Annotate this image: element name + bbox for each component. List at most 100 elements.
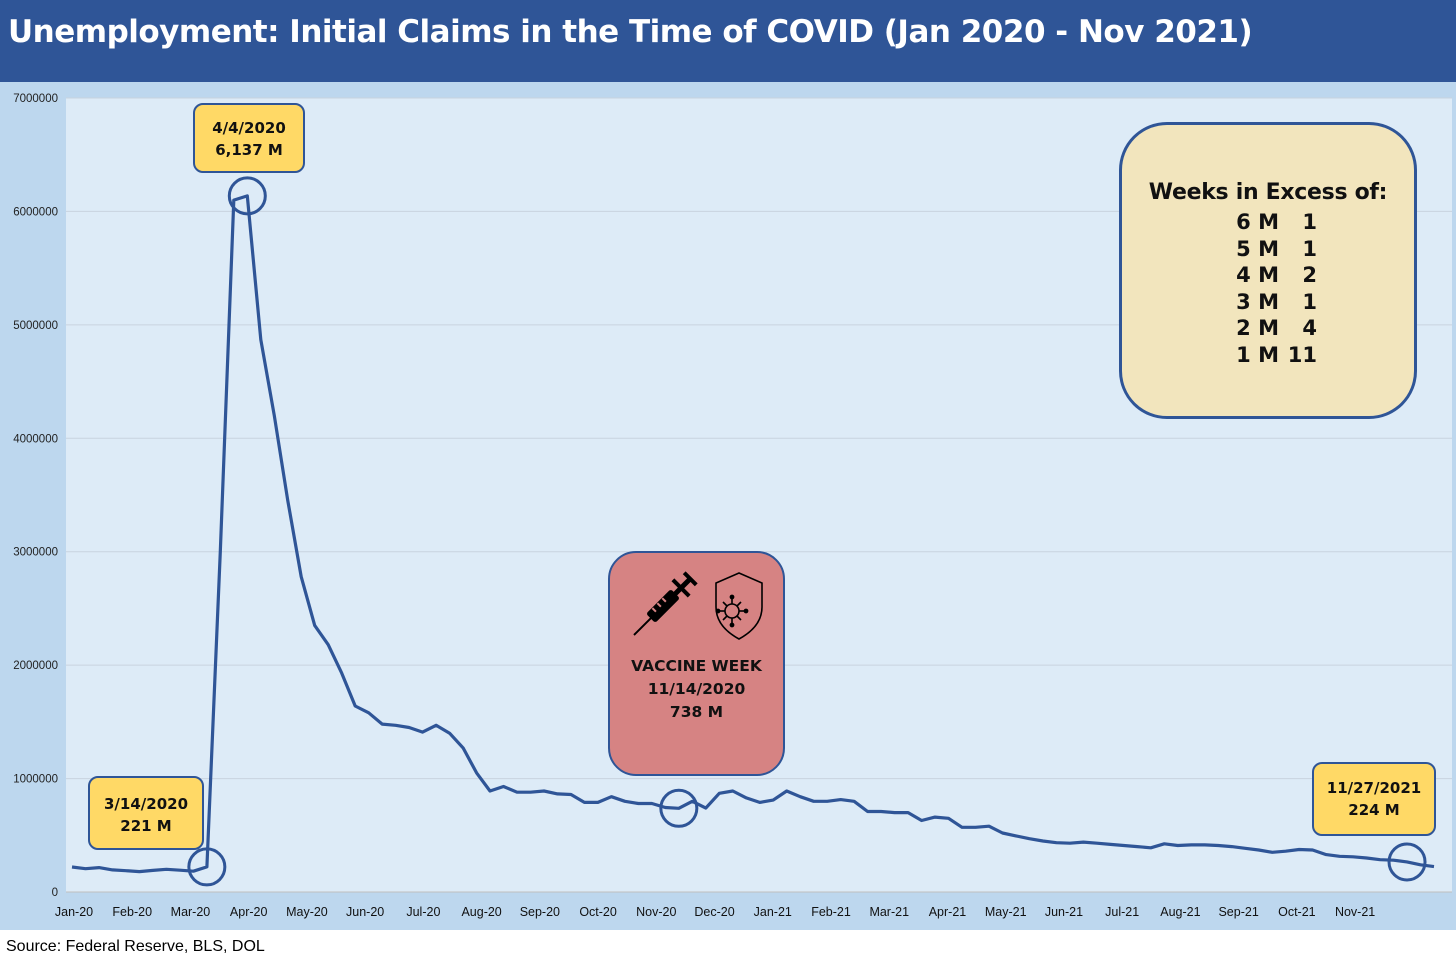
start-callout: 3/14/2020 221 M (88, 776, 204, 850)
end-value: 224 M (1348, 801, 1400, 819)
syringe-icon (633, 571, 698, 636)
data-point (610, 795, 613, 798)
start-date: 3/14/2020 (103, 795, 189, 813)
data-point (1136, 845, 1139, 848)
peak-date: 4/4/2020 (212, 119, 286, 137)
x-tick-label: Mar-20 (171, 905, 211, 919)
data-point (1122, 844, 1125, 847)
data-point (381, 723, 384, 726)
data-point (516, 791, 519, 794)
data-point (1163, 842, 1166, 845)
data-point (1244, 847, 1247, 850)
data-point (421, 731, 424, 734)
highlight-circle (187, 847, 227, 887)
data-point (1109, 843, 1112, 846)
data-point (327, 643, 330, 646)
weeks-threshold: 5 M (1236, 236, 1279, 261)
data-point (286, 499, 289, 502)
data-point (1338, 855, 1341, 858)
data-point (1149, 846, 1152, 849)
data-point (1068, 842, 1071, 845)
weeks-threshold: 4 M (1236, 263, 1279, 287)
x-tick-label: Oct-20 (579, 905, 617, 919)
data-point (1392, 859, 1395, 862)
x-tick-label: Aug-21 (1160, 905, 1200, 919)
data-point (219, 550, 222, 553)
data-point (1433, 865, 1436, 868)
data-point (799, 795, 802, 798)
x-tick-label: Jan-21 (754, 905, 792, 919)
x-tick-label: Dec-20 (694, 905, 734, 919)
data-point (489, 790, 492, 793)
data-point (961, 826, 964, 829)
data-point (1325, 853, 1328, 856)
data-point (1379, 858, 1382, 861)
y-tick-label: 6000000 (13, 206, 58, 218)
data-point (1230, 845, 1233, 848)
data-point (1217, 844, 1220, 847)
end-date: 11/27/2021 (1326, 779, 1422, 797)
data-point (542, 790, 545, 793)
data-point (1041, 839, 1044, 842)
x-tick-label: May-21 (985, 905, 1027, 919)
weeks-threshold: 6 M (1236, 210, 1279, 234)
x-tick-label: Feb-21 (811, 905, 851, 919)
weeks-count: 1 (1302, 236, 1317, 261)
weeks-row: 5 M 1 (1122, 236, 1414, 263)
end-callout: 11/27/2021 224 M (1312, 762, 1436, 836)
data-point (232, 199, 235, 202)
data-point (300, 575, 303, 578)
data-point (111, 868, 114, 871)
y-tick-label: 2000000 (13, 660, 58, 672)
data-point (907, 811, 910, 814)
peak-value: 6,137 M (215, 141, 283, 159)
title-bar: Unemployment: Initial Claims in the Time… (0, 0, 1456, 82)
data-point (866, 810, 869, 813)
y-tick-label: 1000000 (13, 774, 58, 786)
data-point (1311, 849, 1314, 852)
data-point (893, 811, 896, 814)
data-point (151, 869, 154, 872)
data-point (259, 338, 262, 341)
data-point (1055, 841, 1058, 844)
data-point (812, 800, 815, 803)
data-point (205, 865, 208, 868)
data-point (1284, 850, 1287, 853)
data-point (556, 792, 559, 795)
vaccine-label: VACCINE WEEK (631, 657, 762, 675)
y-tick-label: 3000000 (13, 547, 58, 559)
x-tick-label: Aug-20 (461, 905, 501, 919)
data-point (583, 801, 586, 804)
data-point (569, 793, 572, 796)
data-point (934, 816, 937, 819)
data-point (623, 800, 626, 803)
data-point (435, 724, 438, 727)
data-point (839, 798, 842, 801)
x-tick-label: Apr-20 (230, 905, 268, 919)
x-tick-label: Apr-21 (929, 905, 967, 919)
data-point (178, 869, 181, 872)
data-point (84, 867, 87, 870)
x-tick-label: Mar-21 (869, 905, 909, 919)
data-point (947, 817, 950, 820)
weeks-title: Weeks in Excess of: (1148, 180, 1388, 205)
data-point (71, 866, 74, 869)
data-point (165, 868, 168, 871)
data-point (974, 826, 977, 829)
data-point (394, 724, 397, 727)
x-tick-label: Jul-20 (406, 905, 440, 919)
weeks-row: 6 M 1 (1122, 209, 1414, 236)
data-point (880, 810, 883, 813)
weeks-row: 4 M 2 (1122, 262, 1414, 289)
weeks-count: 1 (1302, 210, 1317, 234)
data-point (637, 802, 640, 805)
peak-callout: 4/4/2020 6,137 M (193, 103, 305, 173)
data-point (920, 819, 923, 822)
data-point (677, 807, 680, 810)
data-point (826, 800, 829, 803)
x-tick-label: Jun-20 (346, 905, 384, 919)
data-point (987, 825, 990, 828)
data-point (192, 870, 195, 873)
data-point (124, 869, 127, 872)
data-point (1271, 851, 1274, 854)
